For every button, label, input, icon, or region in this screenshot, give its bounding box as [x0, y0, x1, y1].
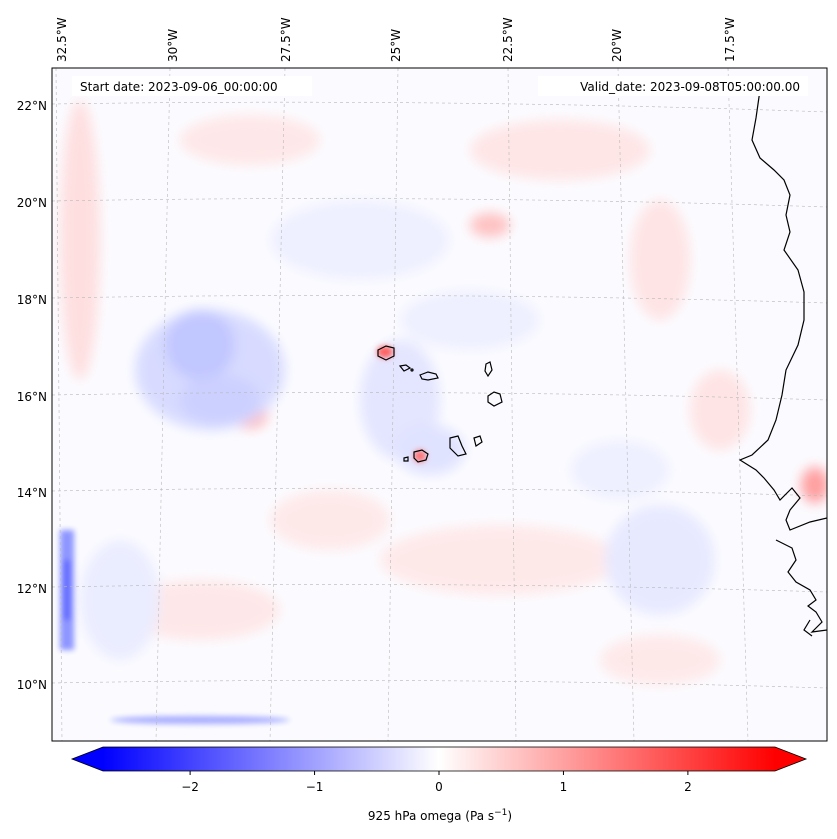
colorbar-tick-label: −2	[181, 780, 199, 794]
colorbar-label-exponent: −1	[494, 808, 507, 818]
colorbar-label-close: )	[507, 809, 512, 823]
longitude-labels: 32.5°W 30°W 27.5°W 25°W 22.5°W 20°W 17.5…	[55, 17, 737, 62]
graticule	[52, 68, 827, 741]
lon-label: 30°W	[166, 29, 180, 62]
colorbar-tick-label: −1	[306, 780, 324, 794]
island-sal	[484, 361, 493, 378]
lon-label: 22.5°W	[501, 17, 515, 62]
lat-label: 18°N	[17, 293, 47, 307]
coastlines	[377, 89, 827, 637]
map-frame	[51, 67, 828, 742]
colorbar-label-text: 925 hPa omega (Pa s	[368, 809, 494, 823]
island-santo-antao	[377, 345, 395, 361]
colorbar-tick-label: 1	[560, 780, 568, 794]
colorbar-gradient	[103, 747, 775, 771]
lon-label: 25°W	[389, 29, 403, 62]
island-fogo	[413, 449, 429, 463]
colorbar-max-extend	[775, 747, 806, 771]
island-brava	[403, 456, 409, 462]
colorbar: −2 −1 0 1 2 925 hPa omega (Pa s−1)	[70, 746, 808, 823]
lat-label: 14°N	[17, 486, 47, 500]
valid-date-text: Valid_date: 2023-09-08T05:00:00.00	[580, 80, 800, 94]
lat-label: 10°N	[17, 678, 47, 692]
lon-label: 27.5°W	[279, 17, 293, 62]
colorbar-outline	[70, 746, 808, 772]
colorbar-tick-label: 2	[684, 780, 692, 794]
colorbar-tick-label: 0	[435, 780, 443, 794]
island-santiago	[449, 435, 467, 457]
island-sao-vicente	[398, 364, 412, 372]
omega-field	[60, 100, 827, 724]
lon-label: 17.5°W	[723, 17, 737, 62]
lat-label: 22°N	[17, 99, 47, 113]
island-maio	[473, 435, 483, 447]
start-date-text: Start date: 2023-09-06_00:00:00	[80, 80, 278, 94]
latitude-labels: 22°N 20°N 18°N 16°N 14°N 12°N 10°N	[17, 99, 47, 692]
island-boa-vista	[487, 391, 503, 407]
lon-label: 32.5°W	[55, 17, 69, 62]
colorbar-ticks: −2 −1 0 1 2	[181, 771, 692, 794]
colorbar-min-extend	[72, 747, 103, 771]
lat-label: 20°N	[17, 196, 47, 210]
island-sao-nicolau	[419, 371, 439, 381]
map-area: Start date: 2023-09-06_00:00:00 Valid_da…	[51, 67, 828, 742]
valid-date-box	[538, 76, 808, 96]
lon-label: 20°W	[610, 29, 624, 62]
lat-label: 12°N	[17, 582, 47, 596]
start-date-box	[72, 76, 312, 96]
lat-label: 16°N	[17, 390, 47, 404]
africa-coast	[738, 89, 827, 531]
colorbar-label: 925 hPa omega (Pa s−1)	[368, 808, 512, 823]
